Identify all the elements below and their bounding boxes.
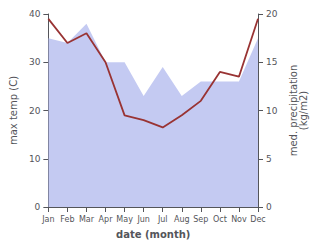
svg-text:Feb: Feb [60,215,74,224]
svg-text:10: 10 [29,154,41,164]
svg-text:40: 40 [29,9,41,19]
svg-text:Oct: Oct [213,215,227,224]
svg-text:Jan: Jan [41,215,54,224]
svg-text:5: 5 [266,154,272,164]
svg-text:date (month): date (month) [116,229,190,240]
svg-text:30: 30 [29,57,41,67]
svg-text:Dec: Dec [250,215,265,224]
svg-text:15: 15 [266,57,277,67]
svg-text:20: 20 [266,9,278,19]
svg-text:Aug: Aug [174,215,190,224]
svg-text:Jul: Jul [157,215,168,224]
svg-text:Mar: Mar [79,215,95,224]
svg-text:10: 10 [266,106,278,116]
svg-text:Nov: Nov [231,215,247,224]
svg-text:Sep: Sep [193,215,208,224]
svg-text:med. precipitation: med. precipitation [287,64,299,157]
svg-text:20: 20 [29,106,41,116]
svg-text:Apr: Apr [99,215,114,224]
svg-text:0: 0 [35,202,41,212]
svg-text:May: May [116,215,133,224]
svg-text:(kg/m2): (kg/m2) [298,91,309,131]
svg-text:Jun: Jun [136,215,150,224]
svg-text:0: 0 [266,202,272,212]
svg-text:max temp (C): max temp (C) [8,76,19,145]
